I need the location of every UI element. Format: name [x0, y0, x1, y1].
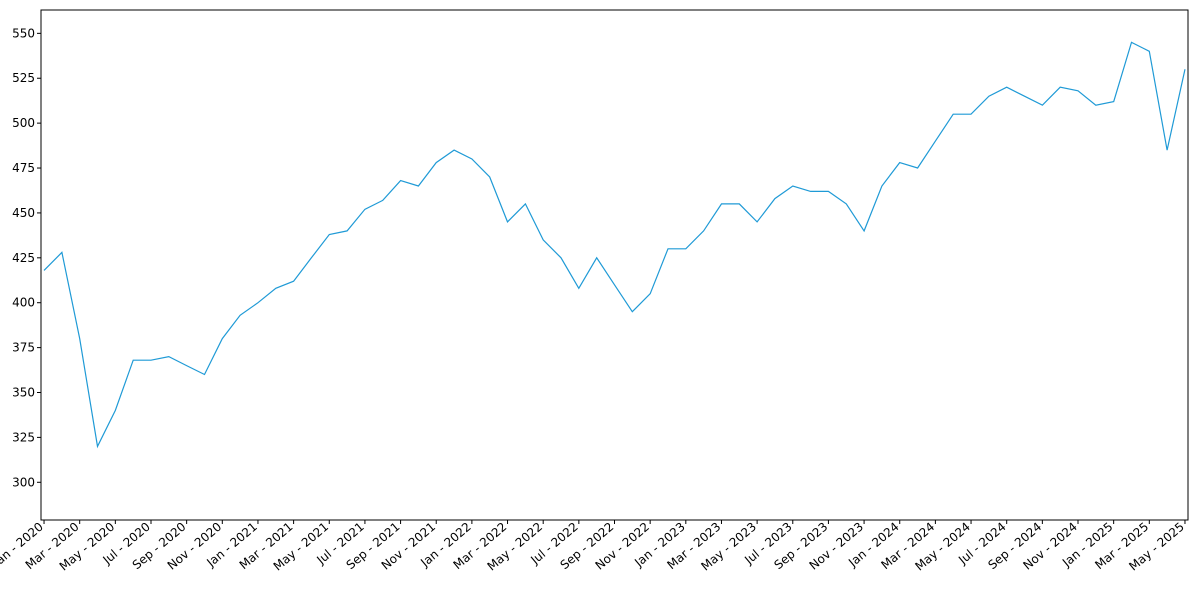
y-tick-label: 425	[12, 251, 35, 265]
y-tick-label: 500	[12, 116, 35, 130]
y-tick-label: 375	[12, 341, 35, 355]
line-series	[43, 41, 1186, 449]
y-tick-label: 350	[12, 386, 35, 400]
y-tick-label: 300	[12, 475, 35, 489]
y-tick-label: 325	[12, 430, 35, 444]
y-tick-label: 450	[12, 206, 35, 220]
y-tick-label: 475	[12, 161, 35, 175]
plot-frame	[40, 9, 1189, 521]
y-tick-label: 400	[12, 296, 35, 310]
y-tick-label: 550	[12, 26, 35, 40]
y-tick-label: 525	[12, 71, 35, 85]
